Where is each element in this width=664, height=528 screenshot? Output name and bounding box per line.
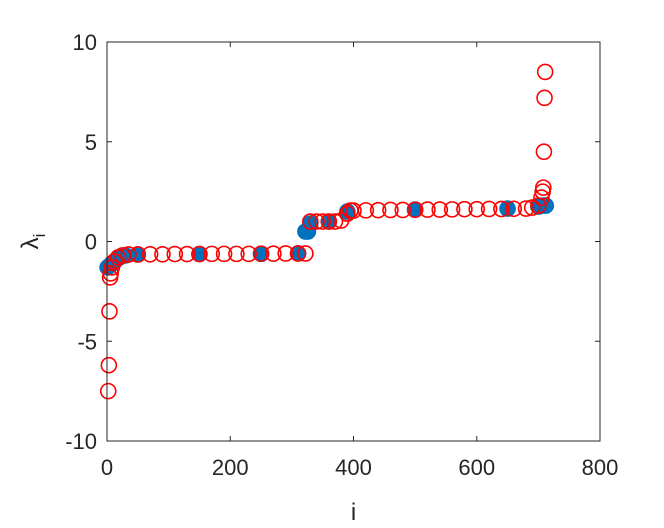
y-tick-label: -5 xyxy=(77,329,97,354)
point xyxy=(314,213,331,230)
point xyxy=(326,213,344,230)
point xyxy=(240,245,258,263)
x-tick-label: 0 xyxy=(101,455,113,480)
point xyxy=(369,201,387,219)
point xyxy=(536,89,553,107)
y-axis-label-subscript: i xyxy=(30,234,49,238)
point xyxy=(102,265,119,282)
point xyxy=(120,246,137,263)
point xyxy=(493,200,510,218)
point xyxy=(394,201,412,219)
point xyxy=(252,245,270,262)
point xyxy=(129,246,147,263)
point xyxy=(431,201,449,218)
x-tick-label: 600 xyxy=(458,455,495,480)
point xyxy=(345,202,362,219)
point xyxy=(277,245,295,262)
point xyxy=(456,200,473,218)
point xyxy=(517,200,535,217)
point xyxy=(499,200,516,217)
point xyxy=(468,200,486,218)
y-axis-label: λi xyxy=(17,234,49,250)
point xyxy=(382,201,399,219)
point xyxy=(228,245,245,263)
point xyxy=(101,303,118,320)
point xyxy=(308,213,325,230)
y-tick-label: 5 xyxy=(85,130,97,155)
y-tick-label: 10 xyxy=(73,30,97,55)
x-tick-label: 800 xyxy=(582,455,619,480)
point xyxy=(320,213,338,230)
point xyxy=(302,213,319,230)
point xyxy=(191,245,208,263)
point xyxy=(419,201,436,218)
y-axis-label-symbol: λ xyxy=(17,237,44,249)
y-tick-label: -10 xyxy=(65,429,97,454)
point xyxy=(141,245,159,263)
point xyxy=(100,356,118,374)
y-tick-label: 0 xyxy=(85,230,97,255)
point xyxy=(535,179,552,196)
point xyxy=(265,245,282,262)
point xyxy=(297,245,314,262)
x-tick-label: 400 xyxy=(335,455,372,480)
point xyxy=(154,245,171,263)
point xyxy=(215,245,233,263)
point xyxy=(505,200,523,218)
point xyxy=(480,200,498,218)
x-axis-label: i xyxy=(351,499,356,526)
point xyxy=(289,245,307,262)
point xyxy=(443,201,461,218)
point xyxy=(536,63,554,81)
point xyxy=(535,143,553,161)
point xyxy=(99,382,117,400)
point xyxy=(178,245,196,263)
point xyxy=(357,202,375,219)
x-tick-label: 200 xyxy=(212,455,249,480)
point xyxy=(203,245,221,263)
point xyxy=(166,245,184,263)
point xyxy=(533,189,550,206)
point xyxy=(406,201,424,219)
